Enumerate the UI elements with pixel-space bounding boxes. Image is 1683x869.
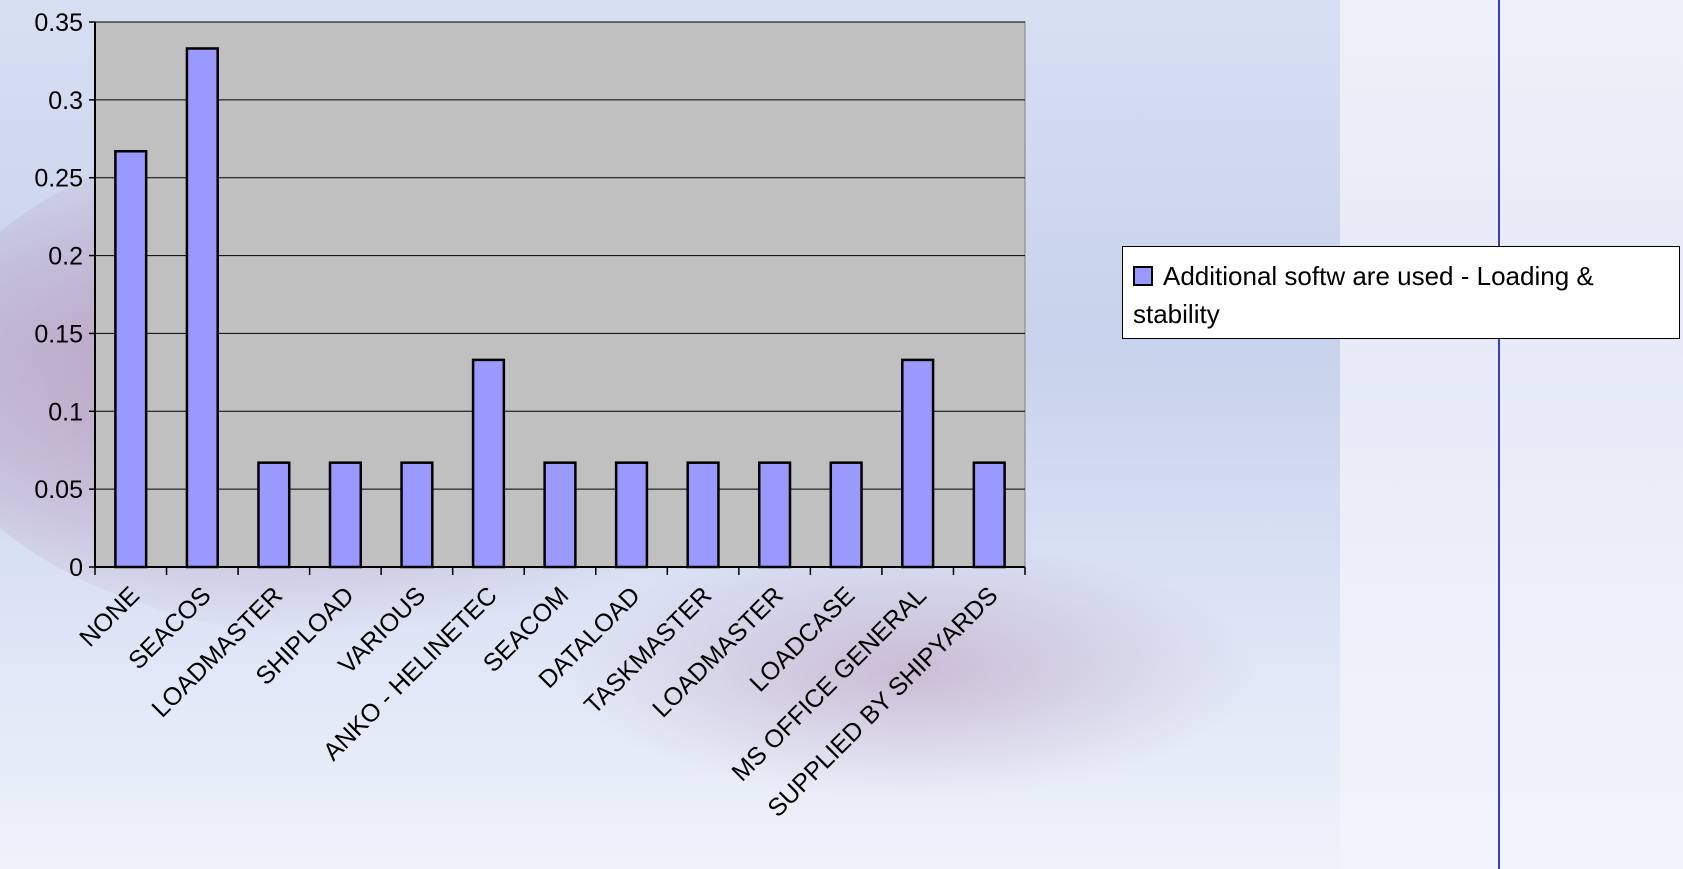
- bars: [114, 47, 1006, 569]
- bar: [829, 461, 863, 569]
- x-tick-labels: NONESEACOSLOADMASTERSHIPLOADVARIOUSANKO …: [74, 581, 1003, 822]
- y-tick-label: 0: [69, 554, 83, 582]
- legend-label: Additional softw are used - Loading & st…: [1133, 261, 1594, 329]
- bar: [471, 358, 506, 569]
- bar: [757, 461, 792, 569]
- axes: [89, 21, 1026, 575]
- bar: [400, 461, 434, 569]
- legend-swatch: [1133, 266, 1153, 286]
- x-tick-label: TASKMASTER: [579, 581, 717, 719]
- bar: [972, 461, 1006, 569]
- bar: [328, 461, 363, 569]
- background-side-band: [1340, 0, 1683, 869]
- y-tick-label: 0.3: [48, 87, 83, 115]
- bar: [114, 149, 148, 569]
- x-tick-label: NONE: [74, 581, 145, 652]
- bar: [543, 461, 577, 569]
- vertical-divider-line: [1498, 0, 1500, 869]
- bar: [257, 461, 291, 569]
- x-tick-label: LOADMASTER: [647, 581, 789, 723]
- y-tick-labels: 0 0.05 0.1 0.15 0.2 0.25 0.3 0.35: [34, 9, 83, 582]
- y-tick-label: 0.15: [34, 320, 83, 348]
- x-tick-label: LOADMASTER: [146, 581, 288, 723]
- y-tick-label: 0.1: [48, 398, 83, 426]
- y-tick-label: 0.2: [48, 243, 83, 271]
- legend: Additional softw are used - Loading & st…: [1122, 246, 1680, 339]
- y-tick-label: 0.25: [34, 165, 83, 193]
- y-tick-label: 0.35: [34, 9, 83, 37]
- y-tick-label: 0.05: [34, 476, 83, 504]
- bar: [614, 461, 649, 569]
- bar: [686, 461, 720, 569]
- background-decoration-lower: [560, 540, 1260, 800]
- bar: [901, 358, 935, 569]
- gridlines: [95, 21, 1025, 490]
- bar: [185, 47, 219, 569]
